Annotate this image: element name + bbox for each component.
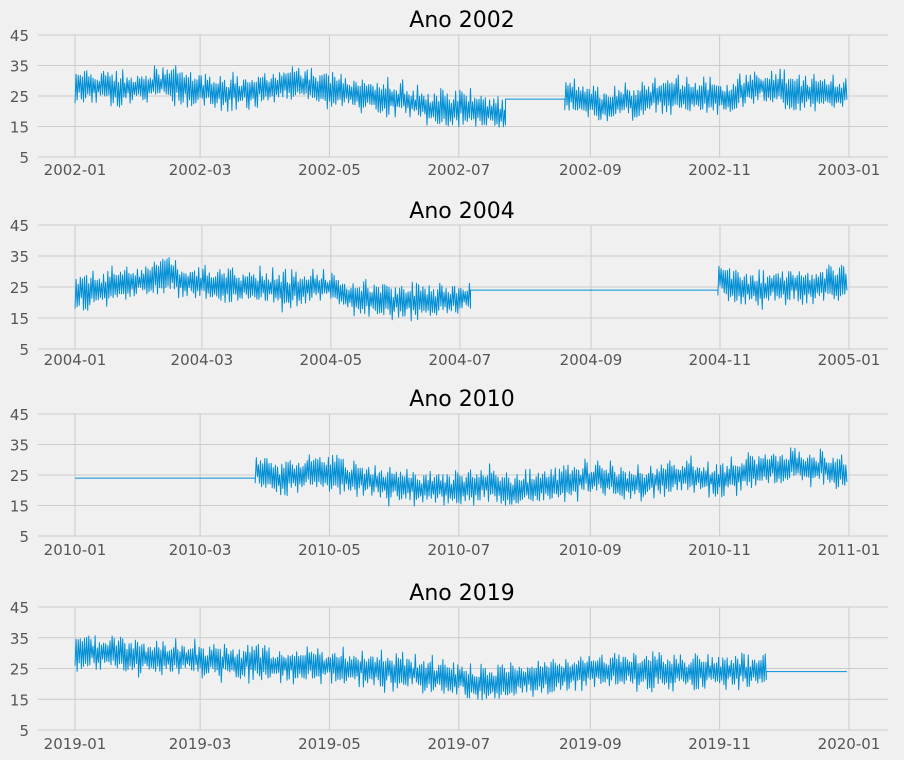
temperature-series-line — [74, 65, 848, 128]
x-tick-label: 2003-01 — [818, 161, 881, 179]
y-tick-label: 45 — [10, 599, 29, 617]
x-tick-label: 2020-01 — [818, 735, 881, 753]
y-tick-label: 35 — [10, 437, 29, 455]
y-tick-label: 5 — [19, 149, 29, 167]
y-tick-label: 15 — [10, 119, 29, 137]
y-tick-label: 15 — [10, 691, 29, 709]
subplot-title: Ano 2002 — [409, 8, 514, 33]
y-tick-label: 5 — [19, 722, 29, 740]
x-tick-label: 2004-03 — [171, 351, 234, 369]
subplot-1: 5 15 25 35 45 2002-01 2002-03 2002-05 2002-07 200… — [10, 8, 888, 179]
x-tick-label: 2019-07 — [427, 735, 490, 753]
x-tick-label: 2004-09 — [560, 351, 623, 369]
x-tick-label: 2002-03 — [169, 161, 232, 179]
x-tick-label: 2004-01 — [44, 351, 107, 369]
subplot-4: 5 15 25 35 45 2019-01 2019-03 2019-05 2019-07 201… — [10, 581, 888, 753]
x-tick-label: 2010-03 — [169, 541, 232, 559]
x-tick-label: 2011-01 — [818, 541, 881, 559]
x-tick-label: 2019-11 — [688, 735, 751, 753]
temperature-series-line — [75, 447, 848, 507]
x-tick-label: 2019-03 — [169, 735, 232, 753]
x-tick-label: 2019-09 — [559, 735, 622, 753]
y-tick-label: 25 — [10, 88, 29, 106]
x-tick-label: 2004-05 — [300, 351, 363, 369]
subplot-2: 5 15 25 35 45 2004-01 2004-03 2004-05 2004-07 200… — [10, 199, 888, 369]
x-tick-label: 2005-01 — [818, 351, 881, 369]
subplot-title: Ano 2004 — [409, 199, 514, 224]
y-tick-label: 15 — [10, 310, 29, 328]
y-tick-label: 35 — [10, 58, 29, 76]
x-tick-label: 2004-11 — [689, 351, 752, 369]
y-tick-label: 35 — [10, 630, 29, 648]
y-tick-label: 45 — [10, 27, 29, 45]
y-tick-label: 25 — [10, 467, 29, 485]
y-tick-label: 15 — [10, 498, 29, 516]
y-tick-label: 45 — [10, 217, 29, 235]
y-tick-label: 5 — [19, 341, 29, 359]
x-tick-label: 2010-01 — [44, 541, 107, 559]
subplot-title: Ano 2010 — [409, 387, 514, 412]
x-tick-label: 2019-01 — [44, 735, 107, 753]
y-tick-label: 25 — [10, 279, 29, 297]
x-tick-label: 2010-07 — [427, 541, 490, 559]
x-tick-label: 2002-09 — [559, 161, 622, 179]
x-tick-label: 2002-05 — [298, 161, 361, 179]
x-tick-label: 2019-05 — [298, 735, 361, 753]
x-tick-label: 2010-11 — [688, 541, 751, 559]
y-tick-label: 5 — [19, 528, 29, 546]
subplot-title: Ano 2019 — [409, 581, 514, 606]
y-tick-label: 35 — [10, 248, 29, 266]
subplot-3: 5 15 25 35 45 2010-01 2010-03 2010-05 2010-07 201… — [10, 387, 888, 559]
temperature-series-line — [74, 257, 848, 322]
x-tick-label: 2010-09 — [559, 541, 622, 559]
x-tick-label: 2002-01 — [44, 161, 107, 179]
x-tick-label: 2010-05 — [298, 541, 361, 559]
temperature-series-line — [74, 635, 847, 701]
x-tick-label: 2002-07 — [427, 161, 490, 179]
y-tick-label: 45 — [10, 406, 29, 424]
y-tick-label: 25 — [10, 661, 29, 679]
x-tick-label: 2004-07 — [429, 351, 492, 369]
x-tick-label: 2002-11 — [688, 161, 751, 179]
